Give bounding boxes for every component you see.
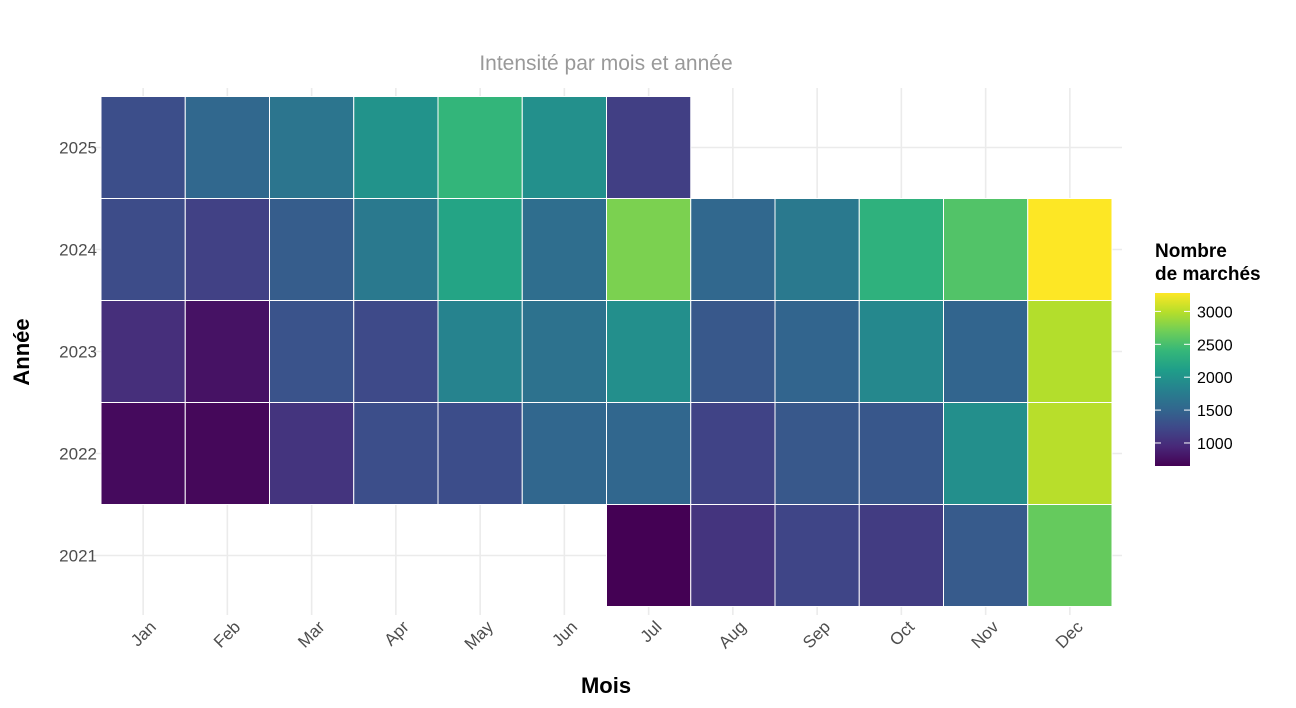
legend-tick-label: 1000 — [1197, 436, 1233, 453]
heatmap-tile-2022-sep — [774, 402, 860, 505]
y-tick-label: 2024 — [59, 241, 97, 260]
heatmap-tile-2023-apr — [353, 300, 439, 403]
x-tick-label: Feb — [210, 617, 244, 651]
heatmap-tile-2025-jul — [606, 96, 692, 199]
x-tick-label: Apr — [381, 617, 413, 649]
legend-tick-label: 1500 — [1197, 403, 1233, 420]
heatmap-tile-2024-oct — [858, 198, 944, 301]
heatmap-tile-2025-feb — [184, 96, 270, 199]
heatmap-tile-2025-jun — [521, 96, 607, 199]
x-tick-label: Jan — [127, 617, 160, 650]
legend-title-line-2: de marchés — [1155, 264, 1261, 285]
heatmap-tile-2022-dec — [1027, 402, 1113, 505]
y-axis-ticks: 2021 2022 2023 2024 2025 — [59, 139, 97, 566]
y-tick-label: 2022 — [59, 445, 97, 464]
heatmap-tile-2023-feb — [184, 300, 270, 403]
heatmap-tile-2024-may — [437, 198, 523, 301]
heatmap-tile-2022-mar — [269, 402, 355, 505]
heatmap-tile-2024-apr — [353, 198, 439, 301]
heatmap-tile-2023-jan — [100, 300, 186, 403]
x-tick-label: Nov — [968, 617, 1003, 652]
heatmap-tile-2022-apr — [353, 402, 439, 505]
legend-tick-label: 3000 — [1197, 304, 1233, 321]
x-axis-title: Mois — [581, 673, 631, 698]
x-tick-label: Dec — [1052, 617, 1087, 652]
legend-tick-label: 2000 — [1197, 370, 1233, 387]
heatmap-tile-2023-sep — [774, 300, 860, 403]
y-tick-label: 2021 — [59, 547, 97, 566]
y-tick-label: 2025 — [59, 139, 97, 158]
heatmap-tile-2021-oct — [858, 504, 944, 607]
heatmap-tile-2022-aug — [690, 402, 776, 505]
y-axis-title: Année — [9, 318, 34, 385]
heatmap-tile-2024-aug — [690, 198, 776, 301]
heatmap-tile-2024-jun — [521, 198, 607, 301]
heatmap-tile-2021-dec — [1027, 504, 1113, 607]
legend-tick-label: 2500 — [1197, 337, 1233, 354]
heatmap-tile-2022-jan — [100, 402, 186, 505]
heatmap-tile-2025-apr — [353, 96, 439, 199]
heatmap-tile-2021-sep — [774, 504, 860, 607]
heatmap-tile-2022-jul — [606, 402, 692, 505]
heatmap-tile-2024-dec — [1027, 198, 1113, 301]
x-axis-ticks: Jan Feb Mar Apr May Jun Jul Aug Sep Oct Nov Dec — [127, 617, 1087, 654]
x-tick-label: May — [461, 617, 497, 653]
heatmap-tile-2022-nov — [943, 402, 1029, 505]
chart-title: Intensité par mois et année — [479, 52, 732, 75]
heatmap-tile-2023-mar — [269, 300, 355, 403]
legend-color-bar — [1155, 293, 1190, 466]
color-legend: Nombre de marchés 1000 1500 2000 2500 3000 — [1155, 241, 1261, 466]
heatmap-tile-2024-feb — [184, 198, 270, 301]
heatmap-tile-2023-dec — [1027, 300, 1113, 403]
heatmap-tile-2024-nov — [943, 198, 1029, 301]
heatmap-tiles — [100, 96, 1113, 607]
heatmap-tile-2024-jul — [606, 198, 692, 301]
y-tick-label: 2023 — [59, 343, 97, 362]
heatmap-tile-2025-jan — [100, 96, 186, 199]
heatmap-tile-2023-jun — [521, 300, 607, 403]
heatmap-tile-2021-jul — [606, 504, 692, 607]
heatmap-tile-2023-aug — [690, 300, 776, 403]
heatmap-tile-2023-oct — [858, 300, 944, 403]
heatmap-tile-2022-may — [437, 402, 523, 505]
heatmap-tile-2022-oct — [858, 402, 944, 505]
heatmap-tile-2021-aug — [690, 504, 776, 607]
heatmap-tile-2024-mar — [269, 198, 355, 301]
x-tick-label: Sep — [799, 617, 834, 652]
heatmap-tile-2024-jan — [100, 198, 186, 301]
heatmap-tile-2022-jun — [521, 402, 607, 505]
heatmap-tile-2024-sep — [774, 198, 860, 301]
heatmap-tile-2023-may — [437, 300, 523, 403]
heatmap-tile-2021-nov — [943, 504, 1029, 607]
legend-ticks: 1000 1500 2000 2500 3000 — [1155, 304, 1233, 453]
x-tick-label: Jul — [637, 617, 666, 646]
heatmap-tile-2023-nov — [943, 300, 1029, 403]
x-tick-label: Oct — [886, 617, 918, 649]
heatmap-tile-2025-mar — [269, 96, 355, 199]
heatmap-tile-2025-may — [437, 96, 523, 199]
legend-title-line-1: Nombre — [1155, 241, 1227, 262]
x-tick-label: Aug — [715, 617, 750, 652]
heatmap-tile-2023-jul — [606, 300, 692, 403]
x-tick-label: Jun — [548, 617, 581, 650]
x-tick-label: Mar — [294, 617, 328, 651]
heatmap-tile-2022-feb — [184, 402, 270, 505]
